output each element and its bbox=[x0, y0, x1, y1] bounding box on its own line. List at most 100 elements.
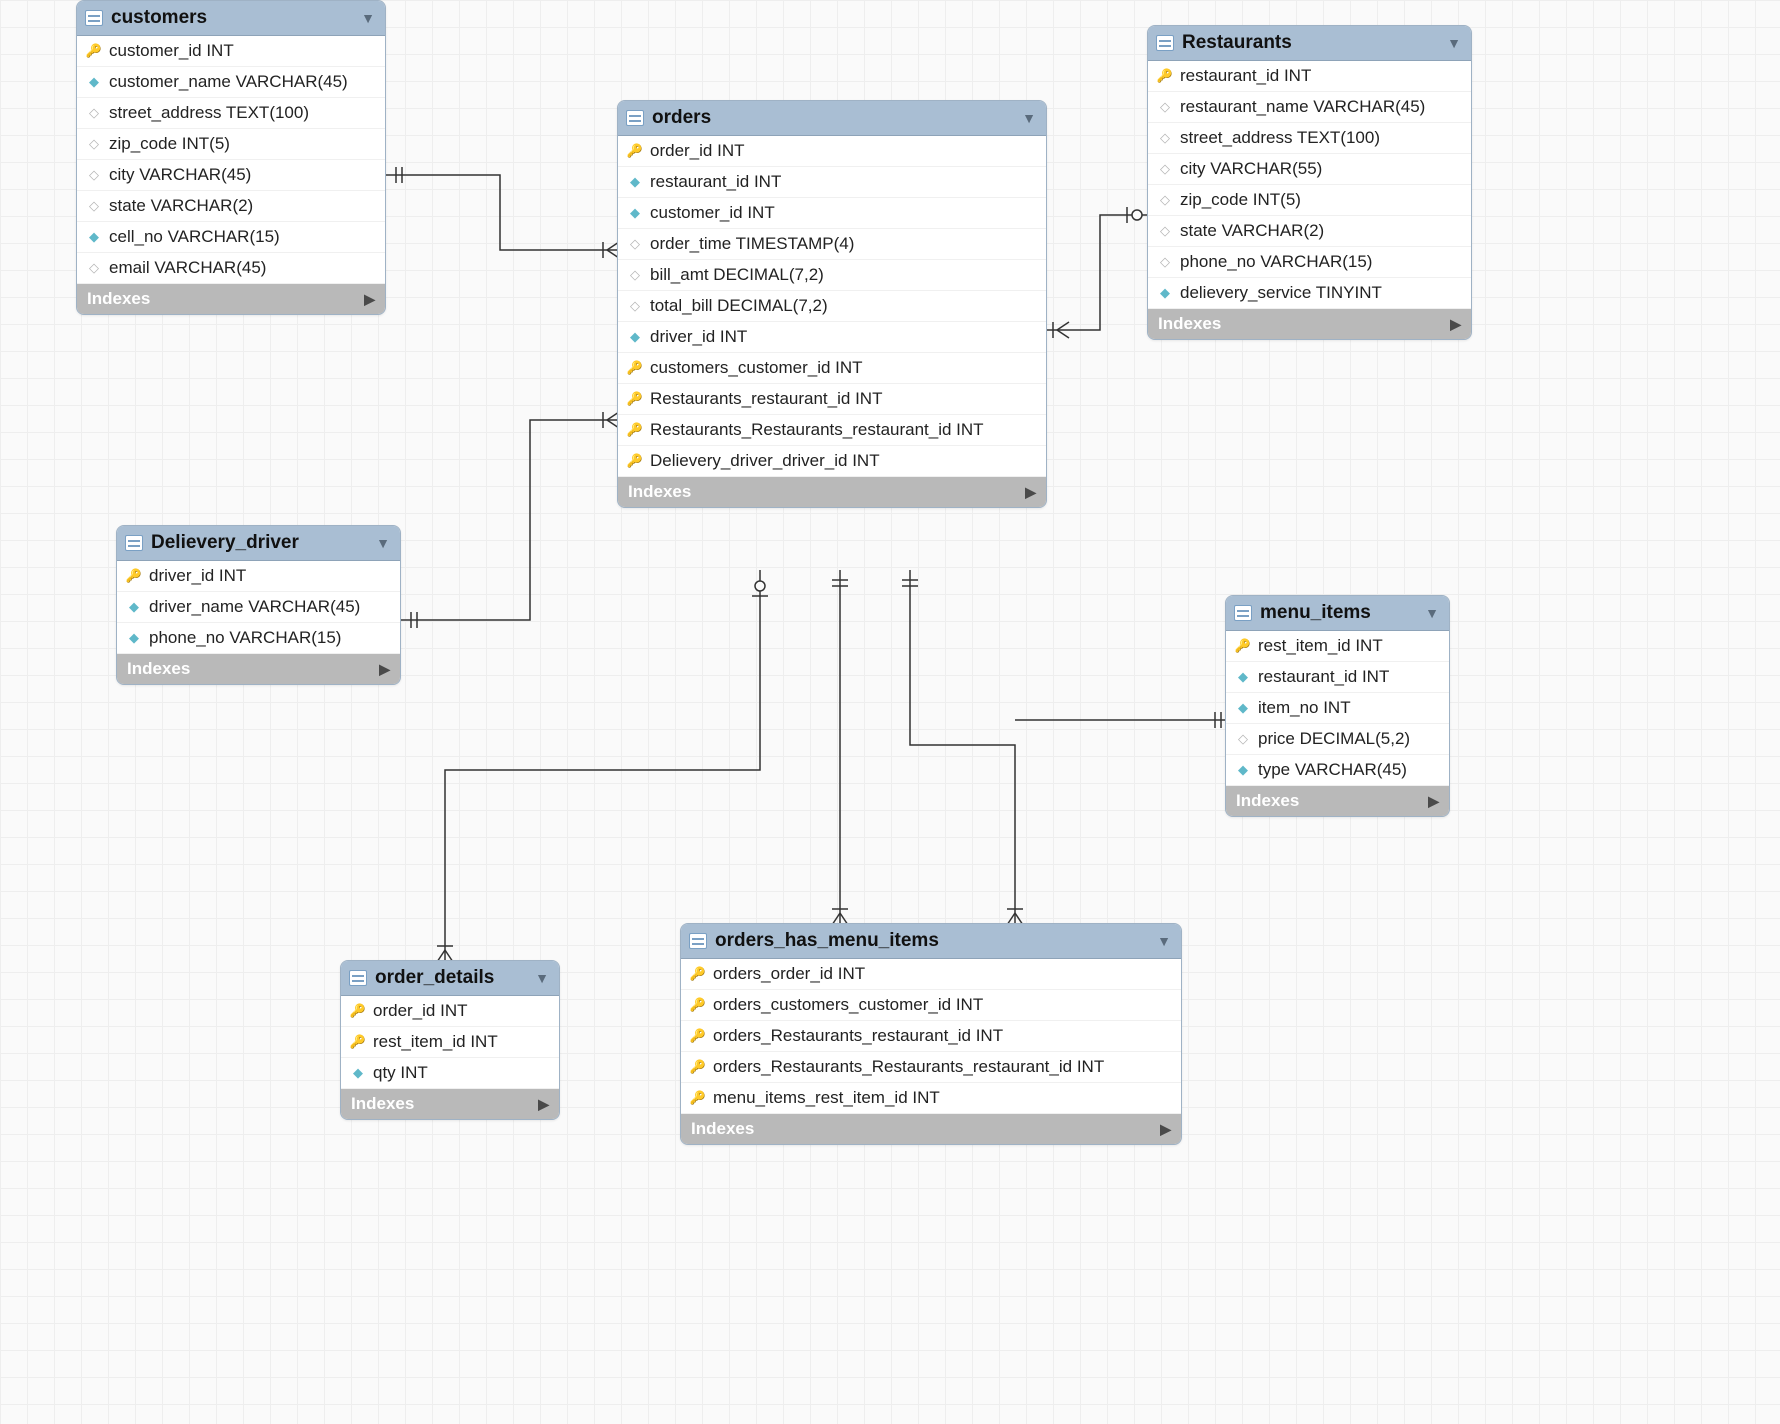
column-row[interactable]: ◆driver_name VARCHAR(45) bbox=[117, 592, 400, 623]
column-row[interactable]: ◇city VARCHAR(55) bbox=[1148, 154, 1471, 185]
column-row[interactable]: ◇price DECIMAL(5,2) bbox=[1226, 724, 1449, 755]
table-header[interactable]: Restaurants▼ bbox=[1148, 26, 1471, 61]
indexes-section[interactable]: Indexes▶ bbox=[77, 284, 385, 314]
column-row[interactable]: ◇restaurant_name VARCHAR(45) bbox=[1148, 92, 1471, 123]
table-header[interactable]: customers▼ bbox=[77, 1, 385, 36]
column-row[interactable]: ◆item_no INT bbox=[1226, 693, 1449, 724]
column-row[interactable]: ◇state VARCHAR(2) bbox=[1148, 216, 1471, 247]
chevron-down-icon[interactable]: ▼ bbox=[376, 535, 390, 551]
table-customers[interactable]: customers▼🔑customer_id INT◆customer_name… bbox=[76, 0, 386, 315]
column-label: order_id INT bbox=[373, 1001, 467, 1021]
column-row[interactable]: ◇zip_code INT(5) bbox=[1148, 185, 1471, 216]
chevron-right-icon[interactable]: ▶ bbox=[1428, 793, 1439, 810]
chevron-down-icon[interactable]: ▼ bbox=[1157, 933, 1171, 949]
column-label: street_address TEXT(100) bbox=[1180, 128, 1380, 148]
column-row[interactable]: 🔑Restaurants_restaurant_id INT bbox=[618, 384, 1046, 415]
chevron-right-icon[interactable]: ▶ bbox=[1025, 484, 1036, 501]
filled-diamond-icon: ◆ bbox=[1158, 286, 1172, 300]
column-row[interactable]: 🔑menu_items_rest_item_id INT bbox=[681, 1083, 1181, 1114]
column-row[interactable]: ◆cell_no VARCHAR(15) bbox=[77, 222, 385, 253]
indexes-section[interactable]: Indexes▶ bbox=[681, 1114, 1181, 1144]
column-row[interactable]: ◆restaurant_id INT bbox=[1226, 662, 1449, 693]
column-row[interactable]: 🔑orders_order_id INT bbox=[681, 959, 1181, 990]
column-row[interactable]: ◆driver_id INT bbox=[618, 322, 1046, 353]
chevron-down-icon[interactable]: ▼ bbox=[1022, 110, 1036, 126]
table-header[interactable]: order_details▼ bbox=[341, 961, 559, 996]
table-order_details[interactable]: order_details▼🔑order_id INT 🔑 rest_item_id… bbox=[340, 960, 560, 1120]
column-row[interactable]: 🔑customers_customer_id INT bbox=[618, 353, 1046, 384]
column-row[interactable]: ◆qty INT bbox=[341, 1058, 559, 1089]
column-row[interactable]: ◆phone_no VARCHAR(15) bbox=[117, 623, 400, 654]
chevron-down-icon[interactable]: ▼ bbox=[1447, 35, 1461, 51]
column-row[interactable]: 🔑 rest_item_id INT bbox=[341, 1027, 559, 1058]
column-label: rest_item_id INT bbox=[373, 1032, 498, 1052]
column-row[interactable]: ◆type VARCHAR(45) bbox=[1226, 755, 1449, 786]
table-orders[interactable]: orders▼🔑order_id INT◆restaurant_id INT◆c… bbox=[617, 100, 1047, 508]
chevron-down-icon[interactable]: ▼ bbox=[361, 10, 375, 26]
column-label: item_no INT bbox=[1258, 698, 1351, 718]
column-row[interactable]: 🔑Restaurants_Restaurants_restaurant_id I… bbox=[618, 415, 1046, 446]
indexes-section[interactable]: Indexes ▶ bbox=[1226, 786, 1449, 816]
column-row[interactable]: ◇city VARCHAR(45) bbox=[77, 160, 385, 191]
indexes-section[interactable]: Indexes ▶ bbox=[618, 477, 1046, 507]
column-label: orders_Restaurants_Restaurants_restauran… bbox=[713, 1057, 1104, 1077]
indexes-section[interactable]: Indexes▶ bbox=[341, 1089, 559, 1119]
column-label: customer_id INT bbox=[650, 203, 775, 223]
indexes-label: Indexes bbox=[1236, 791, 1299, 811]
column-row[interactable]: 🔑orders_Restaurants_Restaurants_restaura… bbox=[681, 1052, 1181, 1083]
column-row[interactable]: ◆customer_name VARCHAR(45) bbox=[77, 67, 385, 98]
column-row[interactable]: 🔑orders_Restaurants_restaurant_id INT bbox=[681, 1021, 1181, 1052]
chevron-right-icon[interactable]: ▶ bbox=[379, 661, 390, 678]
chevron-right-icon[interactable]: ▶ bbox=[1450, 316, 1461, 333]
chevron-right-icon[interactable]: ▶ bbox=[1160, 1121, 1171, 1138]
column-label: customer_name VARCHAR(45) bbox=[109, 72, 348, 92]
indexes-section[interactable]: Indexes▶ bbox=[117, 654, 400, 684]
fk-key-icon: 🔑 bbox=[628, 392, 642, 406]
table-menu_items[interactable]: menu_items▼🔑rest_item_id INT◆restaurant_… bbox=[1225, 595, 1450, 817]
table-header[interactable]: orders_has_menu_items ▼ bbox=[681, 924, 1181, 959]
column-row[interactable]: ◇street_address TEXT(100) bbox=[1148, 123, 1471, 154]
column-row[interactable]: 🔑customer_id INT bbox=[77, 36, 385, 67]
hollow-diamond-icon: ◇ bbox=[1158, 100, 1172, 114]
table-delivery_driver[interactable]: Delievery_driver▼🔑driver_id INT◆driver_n… bbox=[116, 525, 401, 685]
hollow-diamond-icon: ◇ bbox=[87, 137, 101, 151]
column-row[interactable]: 🔑driver_id INT bbox=[117, 561, 400, 592]
hollow-diamond-icon: ◇ bbox=[87, 106, 101, 120]
table-restaurants[interactable]: Restaurants▼🔑restaurant_id INT◇restauran… bbox=[1147, 25, 1472, 340]
chevron-down-icon[interactable]: ▼ bbox=[535, 970, 549, 986]
pk-key-icon: 🔑 bbox=[351, 1035, 365, 1049]
hollow-diamond-icon: ◇ bbox=[87, 168, 101, 182]
table-orders_has_menu_items[interactable]: orders_has_menu_items ▼ 🔑orders_order_id I… bbox=[680, 923, 1182, 1145]
column-row[interactable]: 🔑rest_item_id INT bbox=[1226, 631, 1449, 662]
table-icon bbox=[125, 535, 143, 551]
indexes-label: Indexes bbox=[628, 482, 691, 502]
table-header[interactable]: menu_items▼ bbox=[1226, 596, 1449, 631]
column-row[interactable]: ◇email VARCHAR(45) bbox=[77, 253, 385, 284]
filled-diamond-icon: ◆ bbox=[628, 330, 642, 344]
column-row[interactable]: ◇order_time TIMESTAMP(4) bbox=[618, 229, 1046, 260]
table-header[interactable]: orders▼ bbox=[618, 101, 1046, 136]
column-row[interactable]: 🔑Delievery_driver_driver_id INT bbox=[618, 446, 1046, 477]
column-row[interactable]: ◇state VARCHAR(2) bbox=[77, 191, 385, 222]
table-title: orders_has_menu_items bbox=[715, 930, 1149, 952]
indexes-section[interactable]: Indexes▶ bbox=[1148, 309, 1471, 339]
column-label: order_time TIMESTAMP(4) bbox=[650, 234, 854, 254]
chevron-down-icon[interactable]: ▼ bbox=[1425, 605, 1439, 621]
column-row[interactable]: 🔑restaurant_id INT bbox=[1148, 61, 1471, 92]
column-row[interactable]: ◇bill_amt DECIMAL(7,2) bbox=[618, 260, 1046, 291]
chevron-right-icon[interactable]: ▶ bbox=[538, 1096, 549, 1113]
table-header[interactable]: Delievery_driver▼ bbox=[117, 526, 400, 561]
chevron-right-icon[interactable]: ▶ bbox=[364, 291, 375, 308]
column-row[interactable]: ◇total_bill DECIMAL(7,2) bbox=[618, 291, 1046, 322]
column-row[interactable]: ◆delievery_service TINYINT bbox=[1148, 278, 1471, 309]
column-row[interactable]: ◆restaurant_id INT bbox=[618, 167, 1046, 198]
column-row[interactable]: ◇street_address TEXT(100) bbox=[77, 98, 385, 129]
column-row[interactable]: 🔑order_id INT bbox=[341, 996, 559, 1027]
column-row[interactable]: ◇phone_no VARCHAR(15) bbox=[1148, 247, 1471, 278]
column-row[interactable]: ◆customer_id INT bbox=[618, 198, 1046, 229]
column-label: phone_no VARCHAR(15) bbox=[149, 628, 341, 648]
filled-diamond-icon: ◆ bbox=[87, 230, 101, 244]
column-row[interactable]: ◇zip_code INT(5) bbox=[77, 129, 385, 160]
column-row[interactable]: 🔑orders_customers_customer_id INT bbox=[681, 990, 1181, 1021]
column-row[interactable]: 🔑order_id INT bbox=[618, 136, 1046, 167]
